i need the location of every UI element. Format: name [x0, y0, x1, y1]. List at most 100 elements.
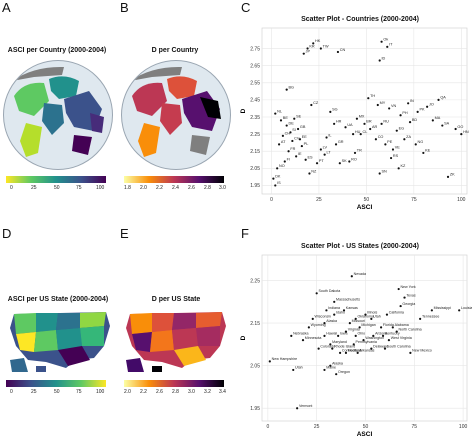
globe-map-countries-asci: [3, 60, 113, 170]
data-point: [362, 339, 365, 342]
data-point: [364, 313, 367, 316]
data-point: [333, 300, 336, 303]
colorbar-tick: 2.0: [140, 185, 147, 191]
point-label: PL: [304, 142, 309, 146]
data-point: [389, 156, 393, 160]
point-label: Tennessee: [422, 315, 439, 319]
x-tick-label: 100: [459, 424, 468, 430]
data-point: [407, 102, 410, 105]
data-point: [298, 138, 302, 141]
data-point: [325, 309, 328, 312]
point-label: Alaska: [326, 319, 337, 323]
data-point: [352, 133, 355, 136]
point-label: SE: [296, 115, 302, 119]
data-point: [388, 107, 391, 110]
point-label: GB: [300, 125, 306, 129]
data-point: [387, 339, 391, 342]
point-label: AT: [281, 140, 286, 144]
data-point: [274, 112, 277, 115]
data-point: [272, 177, 275, 180]
point-label: Delaware: [373, 344, 388, 348]
data-point: [329, 343, 332, 346]
x-tick-label: 50: [364, 197, 370, 203]
plot-area: [261, 254, 468, 422]
data-point: [408, 121, 412, 124]
colorbar-tick: 1.8: [124, 185, 131, 191]
data-point: [296, 407, 299, 410]
colorbar-tick: 25: [31, 185, 37, 191]
data-point: [315, 292, 318, 295]
point-label: Minnesota: [305, 336, 322, 340]
point-label: South Carolina: [387, 344, 411, 348]
data-point: [334, 143, 338, 146]
colorbar-d: [6, 380, 106, 387]
colorbar-tick: 100: [96, 185, 105, 191]
data-point: [380, 40, 383, 43]
data-point: [383, 347, 387, 350]
data-point: [379, 326, 383, 329]
point-label: Missouri: [352, 319, 366, 323]
data-point: [306, 47, 309, 50]
point-label: CH: [285, 132, 291, 136]
point-label: Louisiana: [461, 306, 472, 310]
data-point: [285, 88, 288, 91]
point-label: Florida: [383, 323, 394, 327]
scatter-f-title: Scatter Plot - US States (2000-2004): [301, 243, 419, 250]
data-point: [344, 126, 347, 129]
colorbar-tick: 100: [96, 389, 105, 395]
point-label: Wyoming: [311, 323, 326, 327]
colorbar-b: [124, 176, 224, 183]
point-label: VE: [395, 145, 401, 149]
data-point: [391, 148, 395, 151]
point-label: Rhode Island: [334, 344, 355, 348]
data-point: [344, 330, 348, 333]
point-label: Utah: [295, 366, 303, 370]
panel-letter-b: B: [120, 0, 129, 15]
plot-area: [261, 27, 468, 195]
x-tick-label: 0: [266, 424, 269, 430]
data-point: [422, 151, 425, 155]
data-point: [329, 364, 332, 367]
data-point: [325, 136, 328, 139]
colorbar-tick: 2.2: [140, 389, 147, 395]
point-label: CO: [378, 135, 384, 139]
data-point: [300, 144, 303, 148]
point-label: FR: [290, 147, 295, 151]
data-point: [348, 160, 351, 163]
data-point: [291, 139, 294, 143]
colorbar-tick: 2.2: [156, 185, 163, 191]
point-label: Illinois: [367, 310, 377, 314]
panel-letter-d: D: [2, 226, 12, 241]
data-point: [315, 162, 319, 165]
point-label: SG: [332, 108, 338, 112]
data-point: [353, 151, 357, 155]
colorbar-tick: 3.4: [219, 389, 226, 395]
data-point: [312, 42, 315, 45]
data-point: [380, 122, 383, 125]
data-point: [403, 138, 406, 141]
point-label: BD: [412, 118, 418, 122]
colorbar-e: [124, 380, 224, 387]
point-label: PT: [319, 159, 325, 163]
data-point: [358, 326, 361, 329]
point-label: BG: [288, 85, 294, 89]
x-tick-label: 75: [411, 197, 417, 203]
data-point: [446, 175, 450, 178]
point-label: DE: [288, 121, 294, 125]
colorbar-tick: 2.8: [204, 185, 211, 191]
data-point: [319, 47, 322, 50]
y-axis-label: D: [240, 108, 247, 113]
colorbar-tick: 0: [10, 185, 13, 191]
data-point: [329, 110, 332, 113]
data-point: [281, 134, 284, 137]
data-point: [431, 119, 434, 122]
point-label: TH: [370, 94, 375, 98]
panel-letter-f: F: [241, 226, 249, 241]
data-point: [276, 167, 279, 170]
point-label: Virginia: [348, 327, 360, 331]
point-label: KR: [309, 44, 315, 48]
x-tick-label: 25: [316, 197, 322, 203]
data-point: [293, 117, 296, 120]
point-label: New Hampshire: [272, 357, 298, 361]
data-point: [403, 296, 406, 299]
